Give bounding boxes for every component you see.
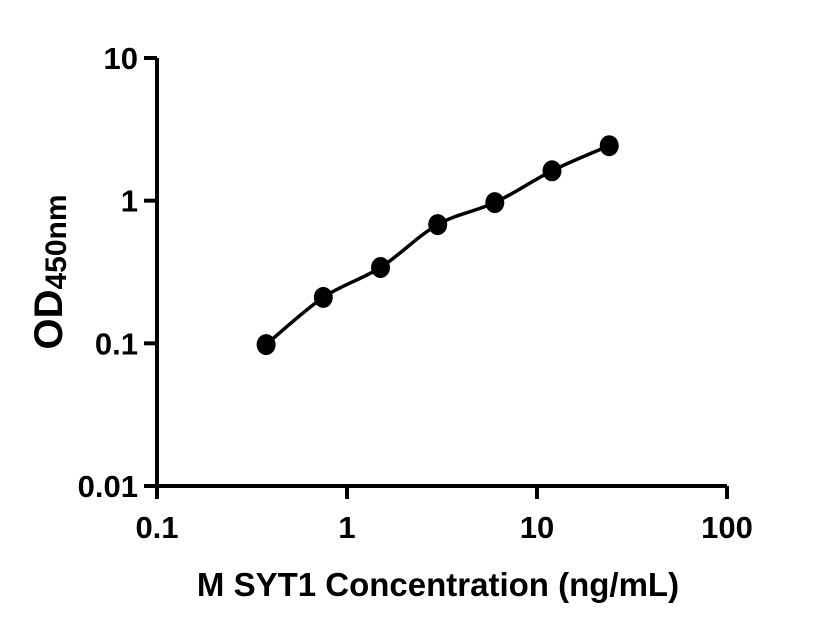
axes-layer: 0.01 0.1 1 10 0.1 1 10 100 [78, 41, 753, 545]
data-point [599, 135, 619, 157]
axis-frame [155, 58, 727, 488]
y-tick-label: 0.1 [95, 326, 138, 361]
y-axis-title-main: OD [27, 290, 71, 350]
data-point [256, 334, 276, 356]
y-tick-label: 10 [104, 41, 138, 76]
data-point [313, 286, 333, 308]
x-tick-label: 10 [520, 510, 554, 545]
data-point [371, 257, 390, 278]
y-tick-label: 1 [121, 184, 138, 219]
data-point [542, 160, 562, 182]
data-point [428, 214, 448, 236]
x-axis-title: M SYT1 Concentration (ng/mL) [197, 566, 679, 603]
x-tick-label: 100 [701, 510, 753, 545]
y-axis-title-subscript: 450nm [40, 194, 73, 289]
x-tick-label: 1 [338, 510, 355, 545]
y-axis-title: OD450nm [27, 194, 73, 349]
x-tick-label: 0.1 [135, 510, 178, 545]
data-layer [256, 135, 619, 356]
y-tick-label: 0.01 [78, 469, 138, 504]
data-point [485, 192, 505, 214]
